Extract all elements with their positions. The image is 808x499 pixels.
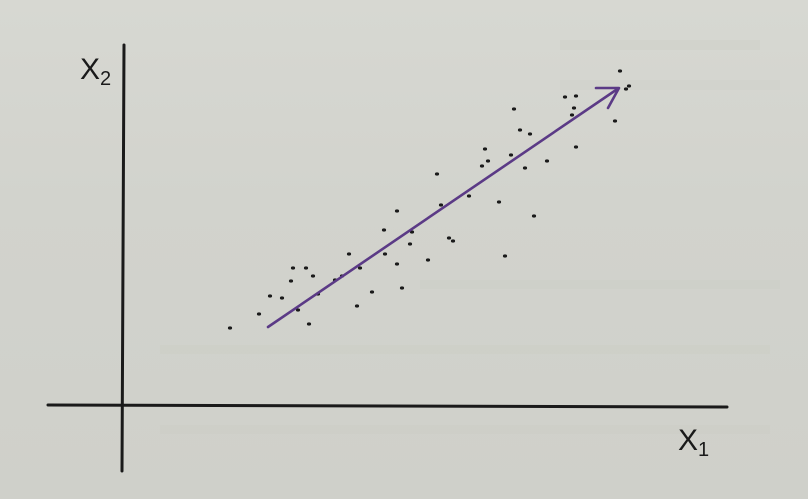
scatter-point [450, 239, 456, 243]
scatter-point [394, 262, 400, 266]
scatter-point [369, 290, 375, 294]
scatter-point [508, 153, 514, 157]
scatter-point [382, 252, 388, 256]
x-axis-label: X1 [678, 424, 709, 461]
arrow-head [594, 86, 621, 110]
scatter-point [612, 119, 618, 123]
scatter-point [496, 200, 502, 204]
scatter-point [626, 84, 632, 88]
scatter-point [288, 279, 294, 283]
scatter-point [227, 326, 233, 330]
scatter-point [425, 258, 431, 262]
x-axis-line [46, 403, 729, 409]
scatter-point [623, 87, 629, 91]
scatter-point [256, 312, 262, 316]
scatter-point [573, 145, 579, 149]
y-axis-label-base: X [80, 53, 100, 86]
scatter-point [485, 159, 491, 163]
scatter-point [571, 106, 577, 110]
scatter-point [527, 132, 533, 136]
x-axis-label-base: X [678, 424, 698, 457]
scatter-point [517, 128, 523, 132]
scatter-point [279, 296, 285, 300]
scatter-point [479, 164, 485, 168]
scatter-points [227, 69, 632, 330]
scatter-point [306, 322, 312, 326]
y-axis-label: X2 [80, 53, 111, 90]
scatter-point [466, 194, 472, 198]
scatter-point [446, 236, 452, 240]
scatter-point [295, 308, 301, 312]
scatter-point [482, 147, 488, 151]
arrow-shaft [266, 88, 618, 329]
x-axis-label-subscript: 1 [698, 439, 709, 461]
scatter-point [399, 286, 405, 290]
scatter-point [573, 94, 579, 98]
scatter-point [544, 159, 550, 163]
scatter-point [502, 254, 508, 258]
scatter-point [562, 95, 568, 99]
principal-component-arrow [266, 86, 621, 329]
scatter-point [310, 274, 316, 278]
scatter-point [569, 113, 575, 117]
bleed-through-texture [160, 40, 780, 434]
scatter-point [531, 214, 537, 218]
scatter-point [511, 107, 517, 111]
scatter-point [346, 252, 352, 256]
scatter-point [438, 203, 444, 207]
scatter-point [303, 266, 309, 270]
scatter-point [290, 266, 296, 270]
scatter-point [434, 172, 440, 176]
scatter-point [381, 228, 387, 232]
scatter-point [522, 166, 528, 170]
scatter-point [354, 304, 360, 308]
scatter-point [357, 266, 363, 270]
scatter-point [267, 294, 273, 298]
scatter-point [394, 209, 400, 213]
y-axis-label-subscript: 2 [100, 68, 111, 90]
scatter-point [407, 242, 413, 246]
y-axis-line [120, 43, 126, 473]
scatter-point [617, 69, 623, 73]
